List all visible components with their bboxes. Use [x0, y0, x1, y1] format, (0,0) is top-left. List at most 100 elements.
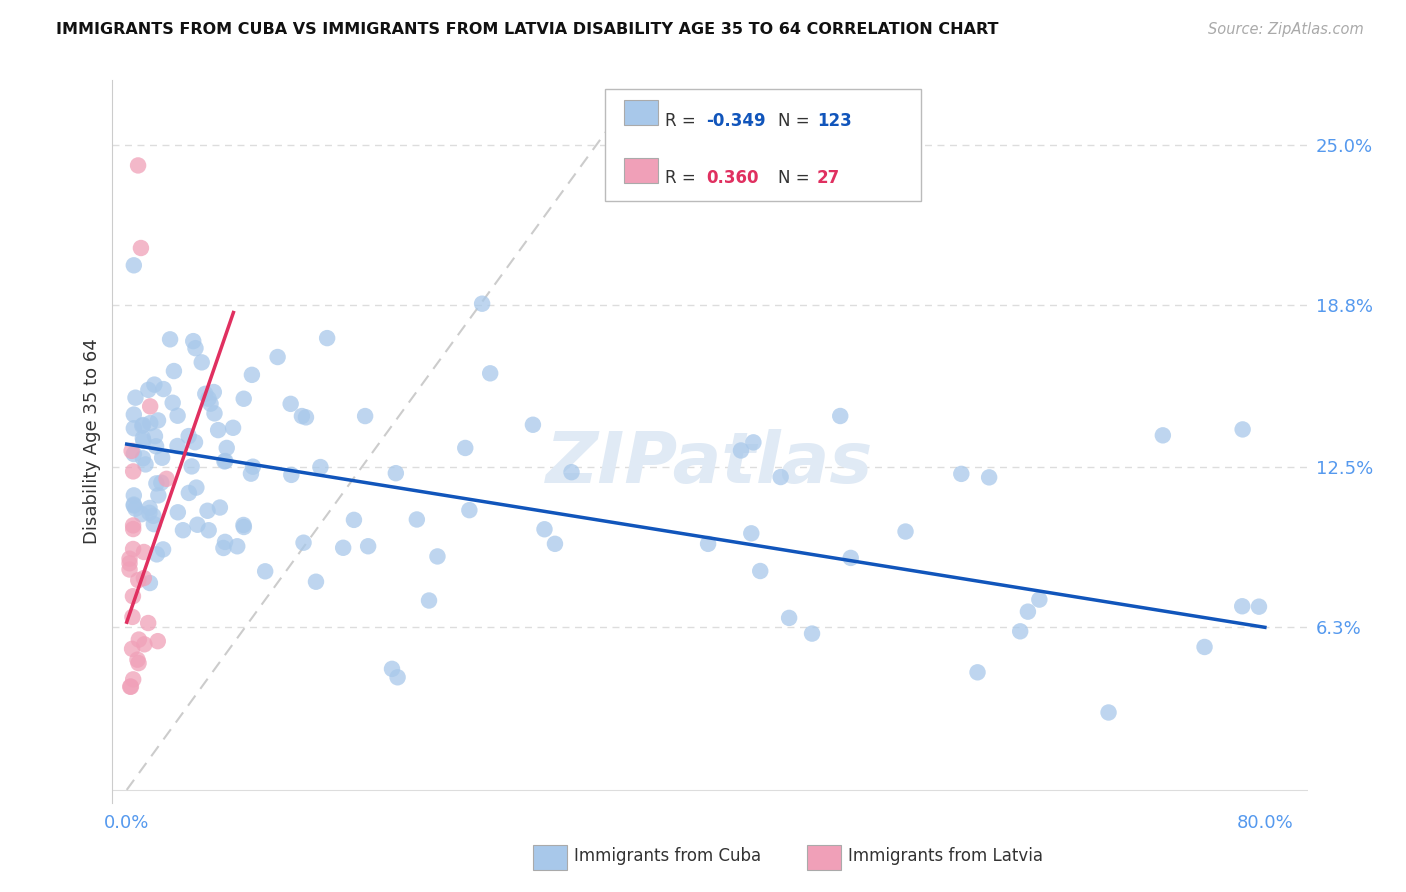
Point	[778, 611, 800, 625]
Point	[131, 418, 153, 433]
Text: 123: 123	[817, 112, 852, 129]
Point	[139, 576, 162, 591]
Point	[749, 564, 772, 578]
Point	[1194, 640, 1216, 654]
Point	[132, 434, 155, 448]
Point	[197, 392, 219, 406]
Point	[122, 408, 145, 422]
Point	[190, 355, 212, 369]
Point	[426, 549, 449, 564]
Point	[291, 409, 314, 423]
Text: ZIPatlas: ZIPatlas	[547, 429, 873, 498]
Point	[184, 435, 207, 450]
Point	[122, 447, 145, 461]
Point	[295, 410, 318, 425]
Point	[127, 573, 149, 587]
Point	[139, 400, 162, 414]
Point	[242, 459, 264, 474]
Point	[186, 517, 208, 532]
Point	[204, 406, 226, 420]
Point	[200, 397, 222, 411]
Point	[560, 465, 582, 479]
Point	[120, 680, 142, 694]
Point	[1232, 599, 1254, 614]
Point	[471, 296, 494, 310]
Point	[214, 535, 236, 549]
Point	[208, 500, 231, 515]
Point	[830, 409, 852, 423]
Point	[129, 241, 152, 255]
Point	[226, 539, 249, 553]
Point	[769, 470, 792, 484]
Point	[207, 423, 229, 437]
Text: IMMIGRANTS FROM CUBA VS IMMIGRANTS FROM LATVIA DISABILITY AGE 35 TO 64 CORRELATI: IMMIGRANTS FROM CUBA VS IMMIGRANTS FROM …	[56, 22, 998, 37]
Point	[134, 637, 156, 651]
Text: R =: R =	[665, 112, 702, 129]
Point	[166, 409, 188, 423]
Point	[839, 550, 862, 565]
Point	[135, 458, 157, 472]
Point	[280, 467, 302, 482]
Point	[132, 417, 155, 432]
Point	[166, 439, 188, 453]
Point	[142, 508, 165, 523]
Point	[146, 413, 169, 427]
Point	[146, 634, 169, 648]
Point	[124, 391, 146, 405]
Point	[730, 443, 752, 458]
Point	[152, 542, 174, 557]
Point	[454, 441, 477, 455]
Point	[118, 551, 141, 566]
Point	[197, 504, 219, 518]
Point	[132, 571, 155, 585]
Point	[292, 535, 315, 549]
Point	[122, 488, 145, 502]
Point	[801, 626, 824, 640]
Point	[316, 331, 339, 345]
Point	[136, 615, 159, 630]
Point	[1028, 592, 1050, 607]
Point	[305, 574, 328, 589]
Point	[1247, 599, 1270, 614]
Point	[138, 500, 160, 515]
Point	[150, 450, 173, 465]
Point	[122, 499, 145, 513]
Point	[159, 332, 181, 346]
Point	[215, 441, 238, 455]
Point	[163, 364, 186, 378]
Point	[122, 498, 145, 512]
Point	[1010, 624, 1032, 639]
Point	[181, 334, 204, 348]
Point	[343, 513, 366, 527]
Point	[966, 665, 988, 680]
Point	[544, 537, 567, 551]
Point	[1232, 422, 1254, 436]
Point	[405, 512, 427, 526]
Point	[180, 459, 202, 474]
Point	[240, 368, 263, 382]
Point	[155, 472, 177, 486]
Point	[127, 653, 149, 667]
Point	[143, 377, 166, 392]
Point	[122, 258, 145, 272]
Point	[124, 501, 146, 516]
Point	[533, 522, 555, 536]
Point	[148, 488, 170, 502]
Point	[197, 523, 219, 537]
Point	[145, 439, 167, 453]
Point	[122, 464, 145, 478]
Point	[162, 396, 184, 410]
Point	[522, 417, 544, 432]
Text: R =: R =	[665, 169, 702, 187]
Point	[1017, 605, 1039, 619]
Point	[354, 409, 377, 423]
Point	[146, 547, 169, 561]
Point	[132, 545, 155, 559]
Point	[232, 520, 254, 534]
Point	[332, 541, 354, 555]
Point	[214, 454, 236, 468]
Point	[740, 526, 762, 541]
Point	[950, 467, 973, 481]
Point	[212, 541, 235, 555]
Point	[118, 562, 141, 576]
